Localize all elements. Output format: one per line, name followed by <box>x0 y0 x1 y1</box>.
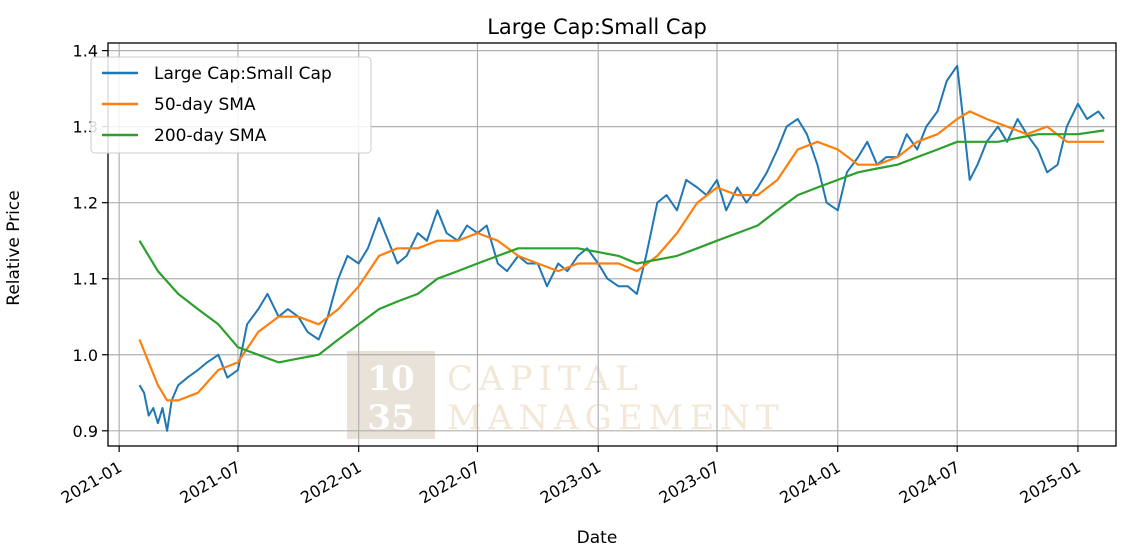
legend-label-0: Large Cap:Small Cap <box>154 64 332 84</box>
series-line-0 <box>138 64 1105 432</box>
legend: Large Cap:Small Cap 50-day SMA 200-day SMA <box>90 56 372 154</box>
watermark: 10 35 CAPITAL MANAGEMENT <box>347 351 785 439</box>
y-tick-label: 1.0 <box>73 346 98 365</box>
series-line-1 <box>138 110 1105 402</box>
legend-label-2: 200-day SMA <box>154 126 267 146</box>
legend-box <box>90 56 372 154</box>
x-tick-label: 2021-07 <box>177 457 244 507</box>
watermark-line-1: CAPITAL <box>447 359 644 399</box>
y-tick-label: 1.2 <box>73 194 98 213</box>
chart-title: Large Cap:Small Cap <box>487 15 707 39</box>
x-tick-label: 2023-07 <box>656 457 723 507</box>
x-tick-label: 2025-01 <box>1017 457 1084 507</box>
x-axis-label: Date <box>577 528 618 548</box>
x-axis: 2021-01 2021-07 2022-01 2022-07 2023-01 2023-… <box>58 446 1084 507</box>
series-line-2 <box>138 129 1105 364</box>
x-tick-label: 2024-01 <box>776 457 843 507</box>
y-axis: 0.91.01.11.21.31.4 <box>73 42 108 441</box>
watermark-logo <box>347 351 435 439</box>
watermark-logo-top: 10 <box>367 359 414 399</box>
series-group <box>138 64 1105 432</box>
x-tick-label: 2024-07 <box>896 457 963 507</box>
x-tick-label: 2022-01 <box>297 457 364 507</box>
plot-frame <box>107 42 1117 447</box>
y-tick-label: 1.4 <box>73 42 98 61</box>
x-tick-label: 2023-01 <box>537 457 604 507</box>
legend-label-1: 50-day SMA <box>154 95 256 115</box>
y-tick-label: 0.9 <box>73 422 98 441</box>
x-tick-label: 2021-01 <box>58 457 125 507</box>
x-tick-label: 2022-07 <box>416 457 483 507</box>
y-axis-label: Relative Price <box>4 190 24 305</box>
watermark-logo-bottom: 35 <box>367 398 414 438</box>
watermark-line-2: MANAGEMENT <box>447 398 785 438</box>
y-tick-label: 1.1 <box>73 270 98 289</box>
